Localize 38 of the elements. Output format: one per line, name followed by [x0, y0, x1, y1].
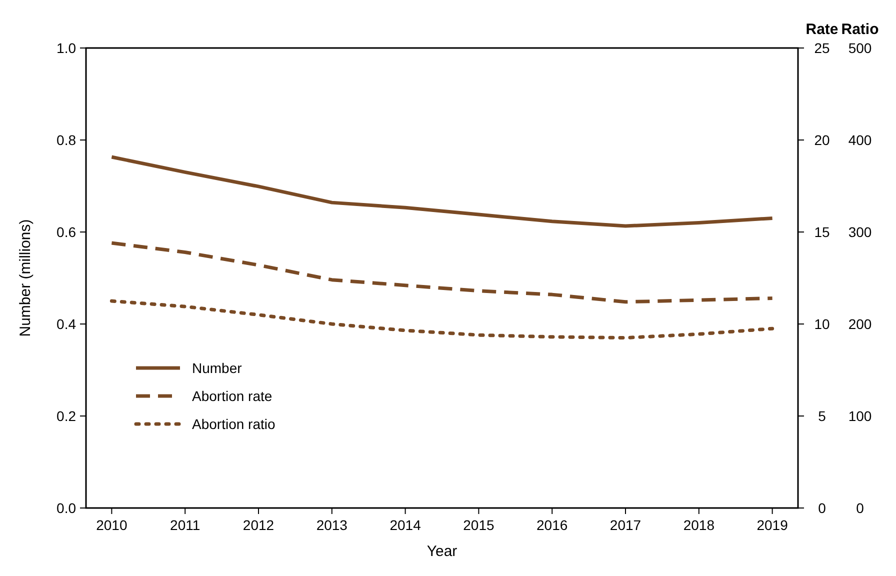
y-tick-label: 0.8 [56, 132, 76, 148]
x-tick-label: 2010 [96, 517, 128, 533]
x-tick-label: 2015 [463, 517, 494, 533]
x-tick-label: 2018 [683, 517, 715, 533]
line-series [110, 241, 774, 304]
x-axis-title: Year [426, 543, 458, 560]
y2-tick-label: 25 [814, 40, 830, 56]
y3-tick-label: 400 [848, 132, 872, 148]
y-tick-label: 0.2 [56, 408, 76, 424]
x-tick-label: 2016 [536, 517, 568, 533]
legend-label: Abortion rate [192, 388, 272, 404]
y-tick-label: 1.0 [56, 40, 76, 56]
y3-tick-label: 100 [848, 408, 872, 424]
y2-tick-label: 10 [814, 316, 830, 332]
x-tick-label: 2011 [170, 517, 200, 533]
y-tick-label: 0.6 [56, 224, 76, 240]
line-series [110, 299, 774, 340]
y-axis-title: Number (millions) [17, 219, 34, 337]
y-tick-label: 0.4 [56, 316, 76, 332]
x-tick-label: 2014 [390, 517, 422, 533]
y3-tick-label: 500 [848, 40, 872, 56]
y3-axis-title: Ratio [841, 21, 879, 38]
y3-tick-label: 0 [856, 500, 864, 516]
y3-tick-label: 200 [848, 316, 872, 332]
x-tick-label: 2013 [316, 517, 348, 533]
y2-tick-label: 20 [814, 132, 830, 148]
y-tick-label: 0.0 [56, 500, 76, 516]
y3-tick-label: 300 [848, 224, 872, 240]
legend-label: Abortion ratio [192, 416, 276, 432]
y2-axis-title: Rate [806, 21, 838, 38]
x-tick-label: 2017 [610, 517, 642, 533]
y2-tick-label: 5 [818, 408, 826, 424]
y2-tick-label: 0 [818, 500, 826, 516]
legend-label: Number [192, 360, 242, 376]
x-tick-label: 2019 [756, 517, 788, 533]
line-series [110, 155, 774, 228]
x-tick-label: 2012 [242, 517, 274, 533]
y2-tick-label: 15 [814, 224, 830, 240]
